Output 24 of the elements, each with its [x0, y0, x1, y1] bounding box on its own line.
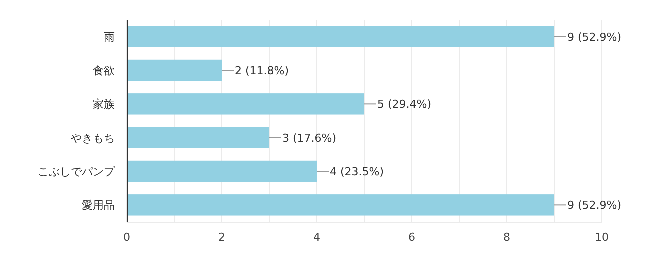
x-tick-label: 8 — [504, 231, 510, 244]
y-tick-label: 雨 — [104, 30, 115, 44]
y-tick-label: やきもち — [71, 132, 115, 145]
data-label: 4 (23.5%) — [330, 166, 384, 178]
bar — [127, 60, 222, 82]
data-label: 5 (29.4%) — [378, 98, 432, 112]
x-tick-label: 2 — [218, 231, 226, 244]
x-tick-label: 4 — [314, 231, 320, 244]
data-label: 2 (11.8%) — [235, 64, 290, 78]
y-tick-label: 食欲 — [93, 64, 115, 78]
bar — [127, 194, 554, 216]
data-label: 9 (52.9%) — [568, 30, 622, 44]
y-tick-label: 愛用品 — [82, 199, 115, 212]
bar — [127, 94, 364, 115]
x-tick-label: 0 — [124, 231, 130, 244]
data-label: 3 (17.6%) — [282, 132, 337, 145]
x-tick-label: 10 — [595, 231, 609, 244]
y-tick-label: 家族 — [93, 98, 115, 112]
data-label: 9 (52.9%) — [568, 199, 622, 212]
bar — [127, 160, 317, 182]
bar — [127, 127, 270, 148]
x-tick-label: 6 — [408, 231, 416, 244]
y-tick-label: こぶしでパンプ — [38, 166, 116, 178]
bar — [127, 26, 554, 48]
